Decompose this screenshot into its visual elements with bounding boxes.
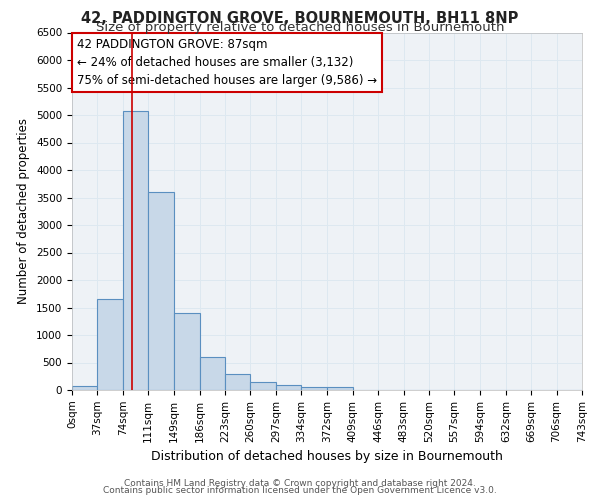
Bar	[200, 357, 225, 390]
X-axis label: Distribution of detached houses by size in Bournemouth: Distribution of detached houses by size …	[151, 450, 503, 463]
Bar	[123, 111, 148, 390]
Bar	[276, 385, 301, 390]
Text: 42 PADDINGTON GROVE: 87sqm
← 24% of detached houses are smaller (3,132)
75% of s: 42 PADDINGTON GROVE: 87sqm ← 24% of deta…	[77, 38, 377, 87]
Bar	[148, 192, 174, 390]
Bar	[72, 386, 97, 390]
Bar	[250, 382, 276, 390]
Y-axis label: Number of detached properties: Number of detached properties	[17, 118, 31, 304]
Text: Contains public sector information licensed under the Open Government Licence v3: Contains public sector information licen…	[103, 486, 497, 495]
Bar	[97, 299, 123, 390]
Text: Contains HM Land Registry data © Crown copyright and database right 2024.: Contains HM Land Registry data © Crown c…	[124, 478, 476, 488]
Text: Size of property relative to detached houses in Bournemouth: Size of property relative to detached ho…	[96, 21, 504, 34]
Bar	[301, 386, 328, 390]
Bar	[174, 313, 200, 390]
Bar	[328, 386, 353, 390]
Bar	[225, 374, 250, 390]
Text: 42, PADDINGTON GROVE, BOURNEMOUTH, BH11 8NP: 42, PADDINGTON GROVE, BOURNEMOUTH, BH11 …	[82, 11, 518, 26]
